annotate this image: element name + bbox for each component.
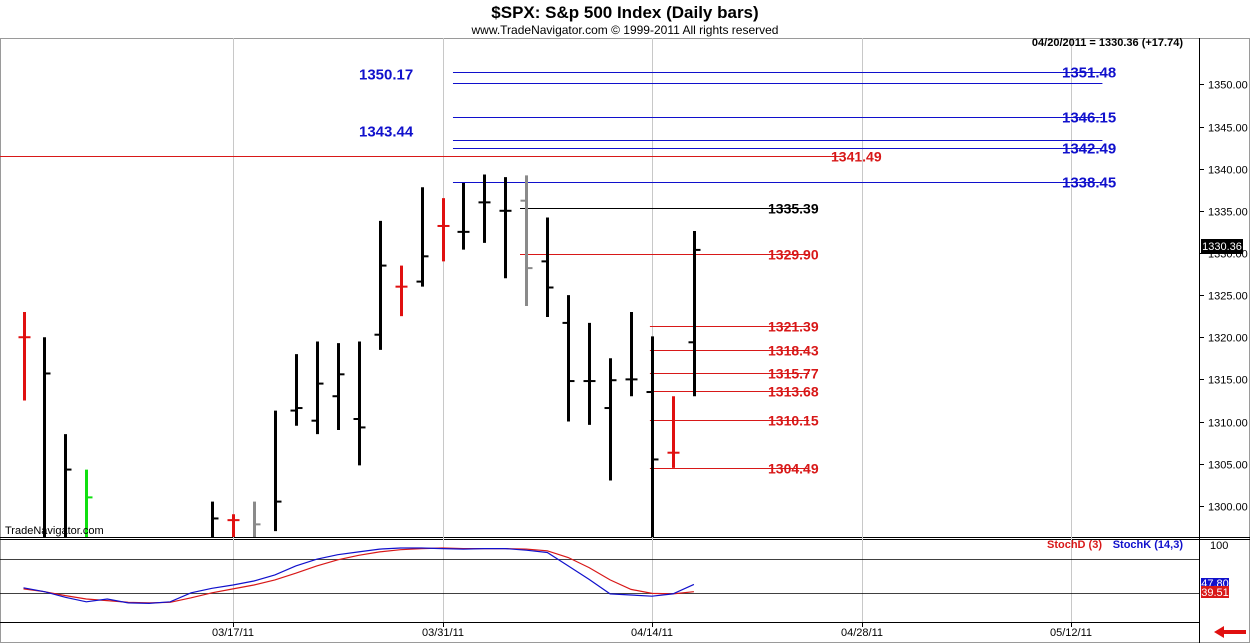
date-tick-label: 05/12/11 [1050, 627, 1092, 639]
level-label: 1313.68 [768, 384, 819, 400]
level-label: 1321.39 [768, 319, 819, 335]
price-bar [311, 341, 324, 435]
price-tick-label: 1325.00 [1208, 291, 1248, 303]
price-bar [457, 182, 470, 250]
price-bar [437, 198, 450, 262]
price-tick-label: 1320.00 [1208, 333, 1248, 345]
price-tick-label: 1305.00 [1208, 460, 1248, 472]
price-tick-label: 1310.00 [1208, 418, 1248, 430]
stoch-d-line [23, 547, 694, 604]
price-bar [43, 337, 51, 537]
date-axis: 03/17/11 03/31/11 04/14/11 04/28/11 05/12/11 [212, 622, 1092, 639]
stoch-legend-k: StochK (14,3) [1113, 539, 1184, 551]
price-bar [416, 187, 429, 287]
chart-subtitle: www.TradeNavigator.com © 1999-2011 All r… [471, 23, 779, 37]
price-bar [583, 322, 596, 425]
price-bar [562, 295, 575, 422]
price-tick-label: 1335.00 [1208, 207, 1248, 219]
price-bar [478, 174, 491, 243]
price-bar [625, 311, 638, 397]
price-bar [499, 177, 512, 279]
price-tick-label: 1345.00 [1208, 123, 1248, 135]
chart-frame [0, 38, 1250, 643]
date-tick-label: 04/14/11 [631, 627, 673, 639]
price-bar [290, 354, 303, 426]
price-bar [274, 410, 282, 532]
price-tick-label: 1350.00 [1208, 80, 1248, 92]
price-bar [18, 311, 31, 401]
level-label: 1318.43 [768, 343, 819, 359]
price-bar [604, 358, 617, 481]
level-label: 1346.15 [1062, 110, 1116, 127]
last-price-tag: 1330.36 [1201, 239, 1243, 254]
level-label: 1341.49 [831, 149, 882, 165]
price-bar [520, 175, 533, 307]
level-label: 1304.49 [768, 461, 819, 477]
quote-readout: 04/20/2011 = 1330.36 (+17.74) [1032, 37, 1183, 49]
price-bar [85, 469, 93, 537]
outer-border [0, 38, 1250, 643]
price-bar [667, 396, 680, 468]
scroll-arrow-icon[interactable] [1210, 624, 1248, 641]
level-label: 1315.77 [768, 366, 819, 382]
level-label: 1335.39 [768, 201, 819, 217]
stoch-axis-label: 100 [1210, 540, 1228, 552]
date-tick-label: 04/28/11 [841, 627, 883, 639]
price-tick-label: 1315.00 [1208, 375, 1248, 387]
last-price-tag-label: 1330.36 [1202, 241, 1242, 253]
price-bar [332, 343, 345, 430]
level-label: 1338.45 [1062, 175, 1116, 192]
price-levels: 1351.48 1350.17 1346.15 1343.44 1342.49 1341.… [0, 65, 1116, 477]
watermark: TradeNavigator.com [5, 525, 104, 537]
level-label: 1342.49 [1062, 141, 1116, 158]
stoch-k-line [23, 547, 695, 605]
price-bar [541, 217, 554, 318]
price-bar [227, 514, 240, 537]
price-bar [395, 265, 408, 317]
stoch-value-tags: 47.80 39.51 [1201, 578, 1229, 599]
vertical-gridlines [233, 38, 1072, 622]
stoch-legend-d: StochD (3) [1047, 539, 1102, 551]
price-axis: 1300.00 1305.00 1310.00 1315.00 1320.00 1325.… [1199, 80, 1248, 514]
price-bar [64, 434, 72, 537]
level-label: 1310.15 [768, 413, 819, 429]
price-bar [353, 341, 366, 466]
level-label: 1350.17 [359, 67, 413, 84]
stoch-d-tag: 39.51 [1201, 587, 1229, 599]
price-bar [374, 220, 387, 350]
chart-title: $SPX: S&p 500 Index (Daily bars) [491, 3, 758, 22]
level-label: 1329.90 [768, 247, 819, 263]
price-bar [253, 501, 261, 537]
price-tick-label: 1300.00 [1208, 502, 1248, 514]
price-tick-label: 1340.00 [1208, 165, 1248, 177]
level-label: 1351.48 [1062, 65, 1116, 82]
price-bar [211, 501, 219, 537]
date-tick-label: 03/31/11 [422, 627, 464, 639]
price-bar [688, 231, 701, 397]
price-bar [646, 336, 659, 537]
price-bars [18, 174, 701, 537]
date-tick-label: 03/17/11 [212, 627, 254, 639]
stoch-legend: StochD (3) StochK (14,3) 100 [1047, 539, 1228, 552]
stochastic-panel [0, 547, 1199, 605]
level-label: 1343.44 [359, 124, 414, 141]
